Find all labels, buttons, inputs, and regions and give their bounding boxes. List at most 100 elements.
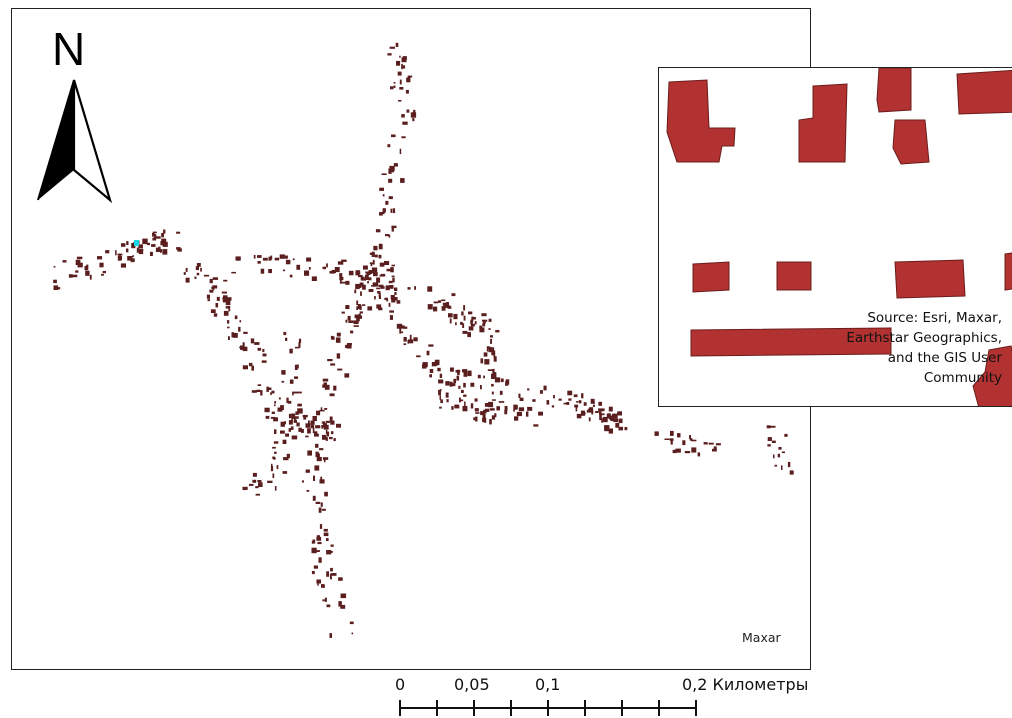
building-footprint	[132, 255, 134, 258]
inset-map-frame[interactable]	[658, 67, 1012, 407]
building-footprint	[784, 433, 788, 437]
building-footprint	[321, 584, 325, 588]
building-footprint	[491, 415, 496, 420]
building-footprint	[312, 277, 315, 281]
building-footprint	[323, 459, 326, 463]
building-footprint	[329, 270, 335, 274]
building-footprint	[298, 342, 301, 348]
scale-label-005: 0,05	[454, 675, 490, 694]
building-footprint	[279, 254, 285, 259]
building-footprint	[391, 226, 394, 232]
scale-label-0: 0	[395, 675, 406, 694]
building-footprint	[369, 252, 373, 255]
building-footprint	[281, 370, 286, 375]
building-footprint	[689, 435, 691, 439]
building-footprint	[213, 313, 218, 317]
building-footprint	[333, 438, 336, 442]
building-footprint	[322, 434, 327, 440]
building-footprint	[388, 302, 391, 307]
building-footprint	[294, 376, 299, 379]
building-footprint	[442, 302, 449, 306]
building-footprint	[273, 441, 279, 444]
building-footprint	[429, 369, 434, 373]
building-footprint	[319, 524, 323, 529]
building-footprint	[458, 385, 461, 389]
building-footprint	[234, 315, 238, 320]
building-footprint	[449, 318, 452, 324]
main-map-canvas[interactable]	[12, 9, 811, 670]
building-footprint	[292, 391, 294, 396]
building-footprint	[378, 292, 381, 298]
building-footprint	[438, 389, 441, 396]
building-footprint	[543, 385, 547, 391]
building-footprint	[608, 428, 613, 434]
building-footprint	[401, 57, 407, 63]
building-footprint	[53, 279, 57, 284]
building-footprint	[488, 318, 492, 322]
building-footprint	[225, 299, 231, 306]
building-footprint	[471, 317, 476, 320]
building-footprint	[374, 254, 378, 258]
building-footprint	[242, 342, 245, 347]
building-footprint	[439, 373, 443, 378]
building-footprint	[257, 384, 262, 386]
building-footprint	[242, 365, 248, 370]
building-footprint	[356, 306, 358, 310]
building-footprint	[490, 347, 495, 352]
building-footprint	[586, 409, 592, 413]
building-footprint	[362, 284, 366, 290]
building-footprint	[350, 330, 354, 334]
building-footprint	[289, 379, 294, 384]
building-footprint	[461, 389, 464, 393]
building-footprint	[439, 406, 442, 409]
building-footprint	[262, 353, 267, 357]
building-footprint	[486, 346, 489, 352]
building-footprint	[312, 539, 316, 544]
building-footprint	[488, 328, 491, 330]
building-footprint	[479, 325, 483, 328]
building-footprint	[62, 260, 67, 263]
building-footprint	[333, 385, 337, 391]
building-footprint	[126, 241, 129, 245]
building-footprint	[337, 368, 343, 371]
building-footprint	[291, 435, 298, 440]
building-footprint	[500, 378, 504, 383]
inset-buildings	[666, 68, 1012, 406]
building-footprint	[771, 440, 776, 443]
building-footprint	[206, 294, 210, 299]
building-footprint	[470, 319, 473, 325]
building-footprint	[325, 429, 328, 435]
building-footprint	[566, 402, 570, 405]
building-footprint	[591, 410, 594, 415]
building-footprint	[271, 411, 275, 414]
building-footprint	[401, 114, 405, 118]
building-footprint	[376, 287, 381, 290]
building-footprint	[608, 413, 611, 418]
building-footprint	[316, 579, 321, 584]
building-footprint	[257, 261, 261, 264]
building-footprint	[194, 276, 197, 279]
building-footprint	[470, 323, 475, 327]
building-footprint	[248, 483, 254, 486]
building-footprint	[318, 557, 322, 563]
building-footprint	[608, 406, 613, 412]
inset-map-canvas[interactable]	[659, 68, 1012, 407]
building-footprint	[283, 457, 289, 461]
building-footprint	[319, 409, 325, 412]
building-footprint	[355, 283, 360, 290]
building-footprint	[388, 280, 393, 284]
building-footprint	[341, 259, 347, 262]
building-footprint	[670, 439, 673, 445]
building-footprint	[546, 400, 550, 405]
building-footprint	[272, 446, 276, 449]
building-footprint	[232, 332, 238, 338]
building-footprint	[533, 424, 539, 427]
map-attribution: Source: Esri, Maxar, Earthstar Geographi…	[810, 308, 1002, 388]
building-footprint	[320, 407, 323, 412]
building-footprint	[221, 291, 227, 294]
building-footprint	[266, 386, 269, 392]
building-footprint	[400, 325, 405, 329]
building-footprint	[290, 426, 294, 430]
building-footprint	[331, 573, 337, 576]
building-footprint	[330, 420, 335, 425]
